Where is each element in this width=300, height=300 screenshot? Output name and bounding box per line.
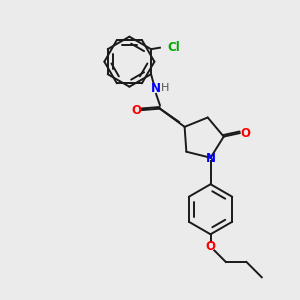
Text: N: N [151, 82, 160, 94]
Text: O: O [131, 103, 141, 117]
Text: N: N [206, 152, 216, 165]
Text: O: O [241, 127, 251, 140]
Text: H: H [161, 83, 169, 93]
Text: Cl: Cl [167, 41, 180, 54]
Text: O: O [206, 240, 215, 253]
